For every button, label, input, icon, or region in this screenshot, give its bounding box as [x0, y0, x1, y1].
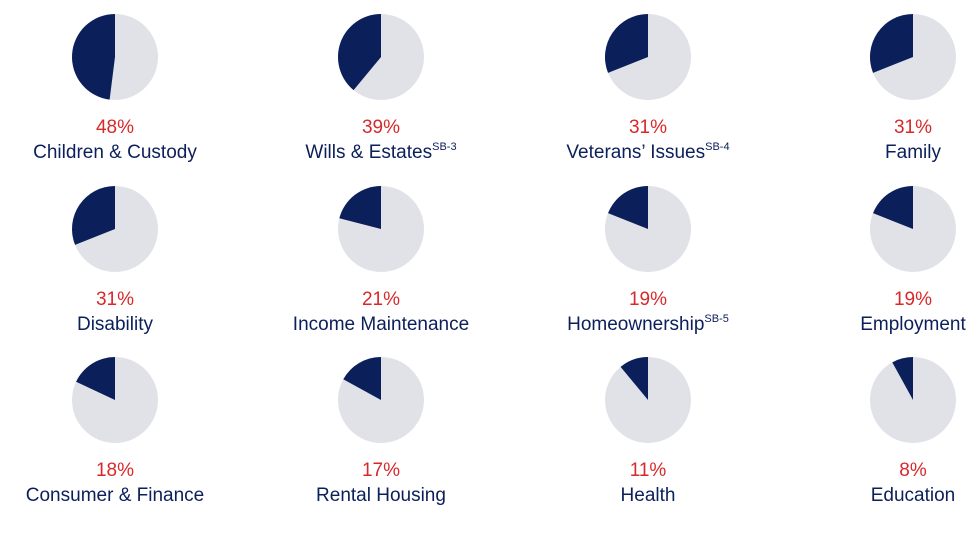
- pie-value-label: 8%: [899, 460, 927, 481]
- pie-slice: [71, 186, 115, 245]
- pie-slice: [620, 357, 648, 400]
- pie-title: Wills & EstatesSB-3: [305, 141, 456, 163]
- pie-title-text: Wills & Estates: [305, 142, 432, 163]
- pie-slice: [608, 186, 648, 229]
- pie-value-label: 19%: [894, 289, 932, 310]
- pie-footnote: SB-3: [432, 141, 456, 153]
- pie-footnote: SB-4: [705, 141, 729, 153]
- pie-title: Family: [885, 142, 941, 163]
- pie-title-text: Children & Custody: [33, 142, 197, 163]
- pie-value-label: 17%: [362, 460, 400, 481]
- pie-value-label: 11%: [630, 460, 667, 481]
- pie-title-text: Homeownership: [567, 314, 704, 335]
- pie-title: Rental Housing: [316, 485, 446, 506]
- pie-slice: [338, 14, 381, 91]
- pie-slice: [605, 14, 648, 73]
- pie-title-text: Health: [621, 485, 676, 506]
- pie-title-text: Veterans’ Issues: [566, 142, 705, 163]
- pie-value-label: 18%: [96, 460, 134, 481]
- pie-title: Income Maintenance: [293, 314, 469, 335]
- pie-title: HomeownershipSB-5: [567, 313, 729, 335]
- pie-value-label: 39%: [362, 117, 400, 138]
- pie-title-text: Consumer & Finance: [26, 485, 204, 506]
- pie-title: Veterans’ IssuesSB-4: [566, 141, 729, 163]
- pie-value-label: 21%: [362, 289, 400, 310]
- pie-title: Children & Custody: [33, 142, 197, 163]
- pie-slice: [343, 357, 381, 400]
- pie-footnote: SB-5: [704, 313, 728, 325]
- pie-title-text: Rental Housing: [316, 485, 446, 506]
- pie-slice: [873, 186, 913, 229]
- pie-title: Consumer & Finance: [26, 485, 204, 506]
- pie-slice: [892, 357, 913, 400]
- pie-title: Health: [621, 485, 676, 506]
- pie-title-text: Family: [885, 142, 941, 163]
- pie-title-text: Disability: [77, 314, 154, 335]
- pie-title: Disability: [77, 314, 154, 335]
- pie-slice: [71, 14, 115, 100]
- pie-value-label: 31%: [894, 117, 932, 138]
- pie-slice: [870, 14, 913, 73]
- pie-title-text: Employment: [860, 314, 966, 335]
- pie-value-label: 48%: [96, 117, 134, 138]
- pie-title: Employment: [860, 314, 966, 335]
- pie-title-text: Education: [871, 485, 956, 506]
- pie-value-label: 31%: [629, 117, 667, 138]
- pie-slice: [339, 186, 381, 229]
- pie-title-text: Income Maintenance: [293, 314, 469, 335]
- pie-value-label: 19%: [629, 289, 667, 310]
- pie-slice: [76, 357, 115, 400]
- pie-title: Education: [871, 485, 956, 506]
- pie-value-label: 31%: [96, 289, 134, 310]
